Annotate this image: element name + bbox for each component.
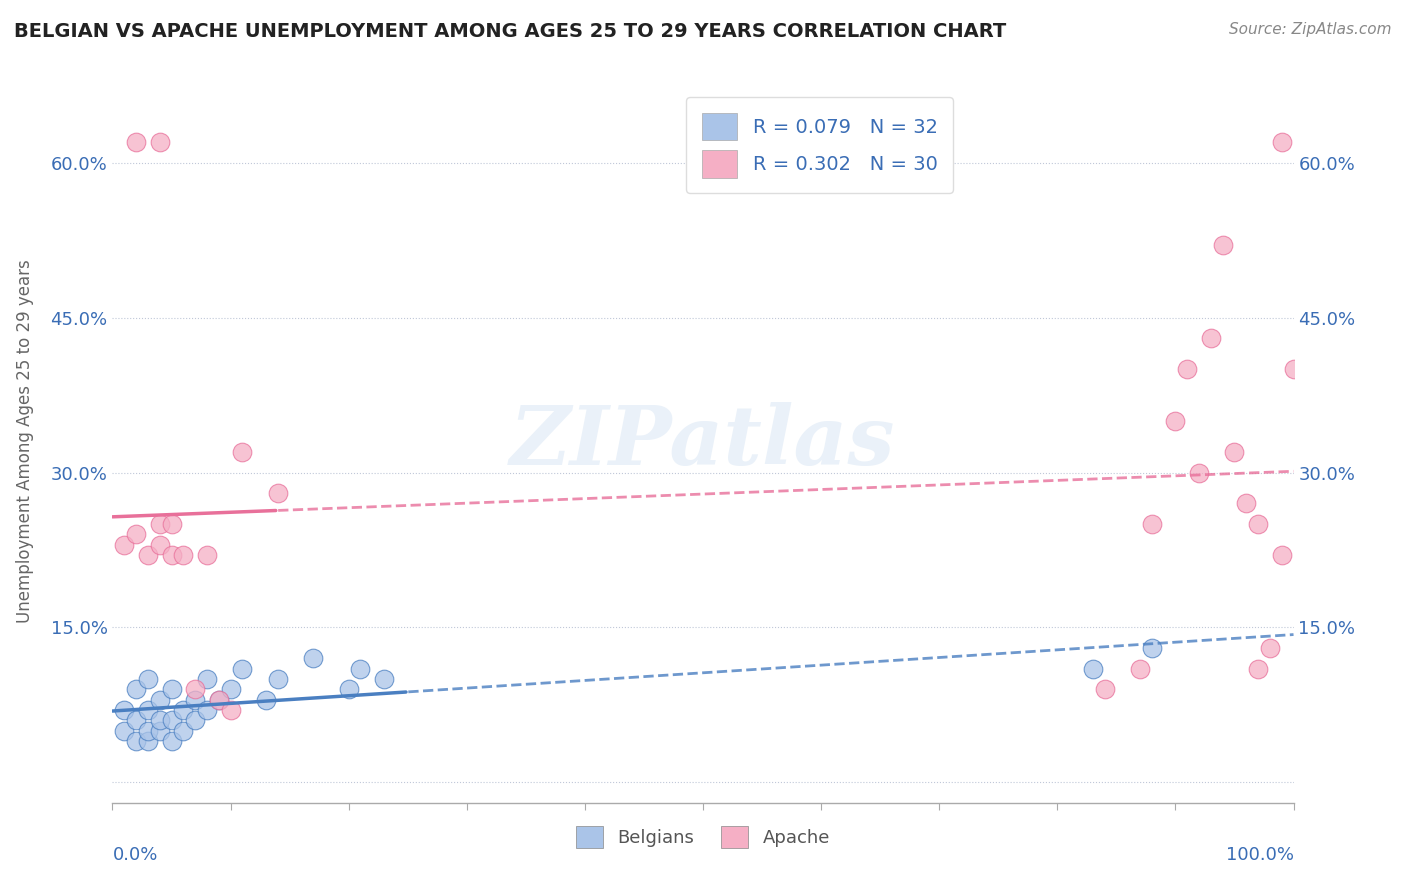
Point <box>349 662 371 676</box>
Point <box>1164 414 1187 428</box>
Point <box>149 517 172 532</box>
Point <box>136 548 159 562</box>
Point <box>267 486 290 500</box>
Point <box>1212 238 1234 252</box>
Point <box>112 703 135 717</box>
Point <box>1271 135 1294 149</box>
Point <box>219 703 242 717</box>
Point <box>1223 445 1246 459</box>
Point <box>125 527 148 541</box>
Point <box>1175 362 1198 376</box>
Point <box>231 662 253 676</box>
Point <box>125 682 148 697</box>
Point <box>373 672 395 686</box>
Point <box>1081 662 1104 676</box>
Point <box>1129 662 1152 676</box>
Point <box>195 703 218 717</box>
Point <box>219 682 242 697</box>
Point <box>149 135 172 149</box>
Point <box>136 734 159 748</box>
Point <box>112 723 135 738</box>
Text: 100.0%: 100.0% <box>1226 847 1294 864</box>
Point <box>125 135 148 149</box>
Point <box>267 672 290 686</box>
Point <box>254 692 277 706</box>
Point <box>208 692 231 706</box>
Point <box>112 538 135 552</box>
Point <box>184 713 207 727</box>
Legend: Belgians, Apache: Belgians, Apache <box>568 819 838 855</box>
Point <box>136 723 159 738</box>
Point <box>195 548 218 562</box>
Point <box>149 538 172 552</box>
Point <box>1140 517 1163 532</box>
Point <box>160 517 183 532</box>
Point <box>1258 640 1281 655</box>
Point <box>136 672 159 686</box>
Text: 0.0%: 0.0% <box>112 847 157 864</box>
Point <box>125 734 148 748</box>
Point <box>1188 466 1211 480</box>
Point <box>160 734 183 748</box>
Text: BELGIAN VS APACHE UNEMPLOYMENT AMONG AGES 25 TO 29 YEARS CORRELATION CHART: BELGIAN VS APACHE UNEMPLOYMENT AMONG AGE… <box>14 22 1007 41</box>
Point <box>1094 682 1116 697</box>
Text: Source: ZipAtlas.com: Source: ZipAtlas.com <box>1229 22 1392 37</box>
Point <box>172 723 194 738</box>
Y-axis label: Unemployment Among Ages 25 to 29 years: Unemployment Among Ages 25 to 29 years <box>15 260 34 624</box>
Point <box>1199 331 1222 345</box>
Point <box>1234 496 1257 510</box>
Point <box>160 548 183 562</box>
Point <box>208 692 231 706</box>
Point <box>1282 362 1305 376</box>
Point <box>125 713 148 727</box>
Point <box>160 682 183 697</box>
Point <box>1271 548 1294 562</box>
Point <box>184 692 207 706</box>
Point <box>136 703 159 717</box>
Point <box>1140 640 1163 655</box>
Point <box>149 713 172 727</box>
Point <box>1247 517 1270 532</box>
Point <box>195 672 218 686</box>
Point <box>231 445 253 459</box>
Text: ZIPatlas: ZIPatlas <box>510 401 896 482</box>
Point <box>172 703 194 717</box>
Point <box>302 651 325 665</box>
Point <box>184 682 207 697</box>
Point <box>160 713 183 727</box>
Point <box>149 723 172 738</box>
Point <box>172 548 194 562</box>
Point <box>1247 662 1270 676</box>
Point <box>337 682 360 697</box>
Point <box>149 692 172 706</box>
